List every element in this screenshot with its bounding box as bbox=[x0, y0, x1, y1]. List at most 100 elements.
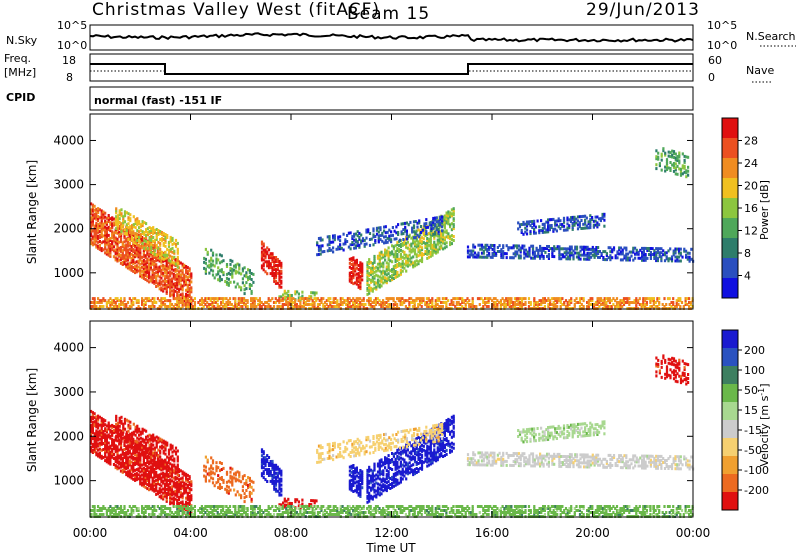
range-cell bbox=[185, 482, 188, 486]
range-cell bbox=[524, 301, 527, 304]
range-cell bbox=[600, 303, 603, 306]
range-cell bbox=[126, 458, 130, 462]
range-cell bbox=[445, 245, 448, 249]
range-cell bbox=[130, 258, 133, 262]
range-cell bbox=[674, 247, 677, 251]
range-cell bbox=[162, 251, 165, 255]
cpid-label: CPID bbox=[6, 91, 35, 104]
range-cell bbox=[656, 259, 659, 263]
range-cell bbox=[382, 253, 385, 257]
range-cell bbox=[153, 467, 156, 471]
range-cell bbox=[123, 230, 126, 234]
range-cell bbox=[127, 212, 130, 216]
range-cell bbox=[151, 464, 154, 468]
range-cell bbox=[339, 245, 342, 249]
range-cell bbox=[105, 232, 108, 236]
range-cell bbox=[158, 305, 161, 308]
range-cell bbox=[134, 267, 137, 271]
range-cell bbox=[348, 257, 351, 261]
range-cell bbox=[121, 229, 124, 233]
range-cell bbox=[136, 235, 139, 238]
range-cell bbox=[172, 484, 175, 488]
range-cell bbox=[575, 217, 578, 221]
range-cell bbox=[554, 227, 557, 231]
range-cell bbox=[432, 220, 435, 224]
range-cell bbox=[598, 217, 601, 221]
range-cell bbox=[142, 263, 145, 266]
range-cell bbox=[160, 270, 163, 274]
range-cell bbox=[621, 250, 624, 254]
range-cell bbox=[628, 301, 631, 304]
range-cell bbox=[542, 254, 545, 258]
range-cell bbox=[181, 492, 184, 496]
range-cell bbox=[644, 252, 647, 256]
range-cell bbox=[237, 301, 240, 304]
range-cell bbox=[129, 213, 132, 217]
range-cell bbox=[213, 264, 216, 268]
range-cell bbox=[428, 223, 431, 227]
range-cell bbox=[162, 283, 165, 287]
range-cell bbox=[95, 447, 98, 451]
range-cell bbox=[174, 260, 177, 263]
range-cell bbox=[250, 283, 253, 287]
range-cell bbox=[401, 241, 404, 245]
range-cell bbox=[382, 303, 385, 306]
range-cell bbox=[576, 223, 580, 227]
range-cell bbox=[181, 268, 184, 272]
range-cell bbox=[398, 238, 401, 242]
range-cell bbox=[160, 282, 163, 286]
range-cell bbox=[558, 255, 561, 259]
range-cell bbox=[336, 303, 339, 306]
range-cell bbox=[220, 303, 223, 306]
range-cell bbox=[167, 491, 170, 495]
range-cell bbox=[130, 456, 133, 460]
range-cell bbox=[152, 230, 155, 233]
range-cell bbox=[162, 463, 165, 467]
range-cell bbox=[274, 269, 278, 273]
range-cell bbox=[227, 303, 230, 306]
range-cell bbox=[622, 303, 626, 306]
range-cell bbox=[359, 281, 362, 285]
range-cell bbox=[267, 262, 271, 266]
range-cell bbox=[376, 268, 380, 272]
range-cell bbox=[391, 226, 394, 229]
range-cell bbox=[685, 249, 688, 253]
range-cell bbox=[107, 453, 110, 457]
range-cell bbox=[484, 301, 487, 304]
range-cell bbox=[119, 247, 123, 251]
range-cell bbox=[535, 246, 538, 250]
range-cell bbox=[687, 155, 690, 159]
range-cell bbox=[288, 299, 291, 303]
range-cell bbox=[651, 253, 654, 256]
range-cell bbox=[679, 169, 683, 173]
range-cell bbox=[557, 225, 560, 229]
range-cell bbox=[169, 294, 172, 298]
range-cell bbox=[116, 305, 119, 308]
range-cell bbox=[626, 299, 629, 303]
range-cell bbox=[663, 253, 667, 257]
range-cell bbox=[543, 305, 546, 308]
range-cell bbox=[116, 427, 120, 431]
range-cell bbox=[120, 232, 123, 236]
range-cell bbox=[392, 273, 395, 276]
range-cell bbox=[536, 305, 539, 308]
range-cell bbox=[250, 303, 253, 306]
range-cell bbox=[359, 305, 362, 308]
range-cell bbox=[93, 305, 96, 308]
range-cell bbox=[476, 297, 480, 301]
range-cell bbox=[95, 301, 98, 304]
range-cell bbox=[130, 303, 133, 306]
range-cell bbox=[162, 495, 165, 499]
range-cell bbox=[420, 297, 423, 301]
range-cell bbox=[174, 275, 177, 279]
range-cell bbox=[121, 432, 124, 436]
range-cell bbox=[248, 287, 251, 290]
range-cell bbox=[587, 226, 590, 230]
range-cell bbox=[649, 301, 652, 304]
range-cell bbox=[176, 476, 179, 480]
range-cell bbox=[311, 301, 314, 304]
range-cell bbox=[443, 214, 446, 218]
range-cell bbox=[655, 251, 658, 255]
range-cell bbox=[544, 247, 547, 250]
range-cell bbox=[285, 299, 288, 303]
